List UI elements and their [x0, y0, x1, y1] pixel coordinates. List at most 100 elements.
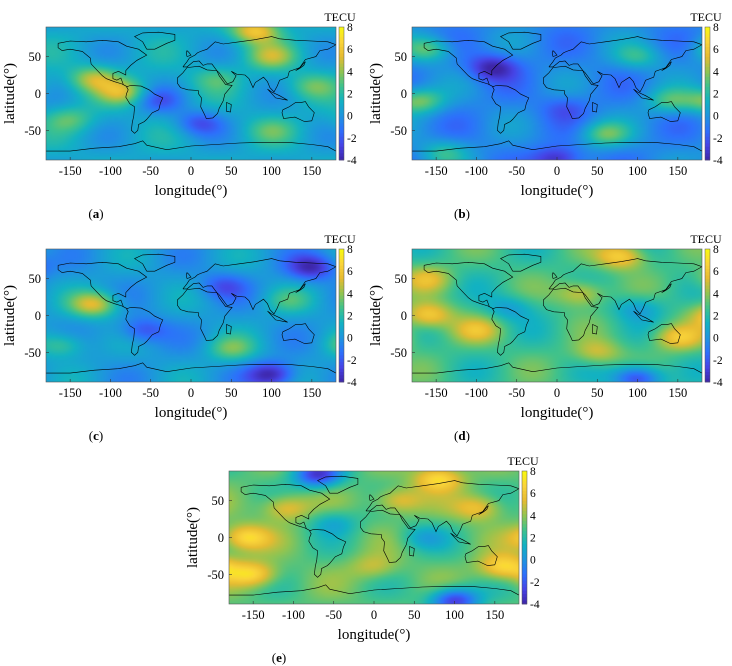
coastline: [295, 283, 306, 293]
y-axis-label: latitude(°): [185, 507, 201, 568]
x-axis-label: longitude(°): [521, 405, 594, 421]
x-axis-label: longitude(°): [155, 183, 228, 199]
tec-map-c: -150 -100 -50 0 50 100 150 50 0 -50 longitude(°) la…: [2, 232, 357, 443]
colorbar-tick-label: 2: [530, 533, 536, 545]
coastline: [46, 140, 336, 152]
coastline: [551, 272, 558, 279]
coastline: [57, 39, 148, 88]
coastline: [499, 253, 542, 272]
x-tick-label: -50: [142, 164, 159, 178]
coastline: [365, 480, 519, 537]
coastline: [464, 545, 498, 566]
colorbar-tick-label: 8: [347, 244, 353, 256]
coastline: [368, 494, 375, 501]
coastline: [543, 287, 599, 341]
coastline: [423, 39, 514, 88]
colorbar-tick-label: 2: [347, 311, 353, 323]
y-tick-label: 50: [395, 272, 408, 286]
y-tick-label: -50: [24, 124, 41, 138]
tec-map-e: -150 -100 -50 0 50 100 150 50 0 -50 longitude(°) la…: [185, 454, 540, 665]
x-tick-label: 0: [554, 386, 560, 400]
colorbar-tick-label: 6: [347, 44, 353, 56]
x-tick-label: 0: [554, 164, 560, 178]
heatmap-field: [46, 249, 336, 382]
y-axis-label: latitude(°): [2, 285, 18, 346]
panel-e: -150 -100 -50 0 50 100 150 50 0 -50 longitude(°) la…: [183, 444, 549, 666]
coastline: [661, 283, 672, 293]
x-tick-label: 50: [408, 608, 421, 622]
x-tick-label: -50: [142, 386, 159, 400]
colorbar-tick-label: 4: [530, 510, 536, 522]
x-tick-label: 50: [225, 164, 238, 178]
y-axis-label: latitude(°): [368, 63, 384, 124]
coastline: [177, 287, 233, 341]
colorbar-title: TECU: [324, 10, 356, 24]
colorbar-tick-label: -4: [347, 155, 357, 167]
heatmap-field: [229, 471, 519, 604]
coastline: [491, 85, 530, 134]
x-tick-label: 150: [668, 386, 687, 400]
colorbar: [338, 248, 345, 383]
x-axis-label: longitude(°): [521, 183, 594, 199]
colorbar: [704, 26, 711, 161]
coastline: [308, 529, 347, 578]
colorbar-tick-label: -2: [530, 577, 540, 589]
colorbar-tick-label: -4: [713, 155, 723, 167]
colorbar-tick-label: -4: [530, 599, 540, 611]
y-tick-label: 0: [401, 87, 407, 101]
coastline: [281, 101, 315, 122]
coastline: [661, 61, 672, 71]
colorbar-tick-label: 4: [713, 66, 719, 78]
coastline: [229, 584, 519, 596]
x-tick-label: -150: [242, 608, 265, 622]
colorbar-tick-label: 8: [713, 244, 719, 256]
colorbar-tick-label: 8: [713, 22, 719, 34]
coastline: [185, 272, 192, 279]
colorbar-tick-label: 0: [530, 555, 536, 567]
x-tick-label: -150: [425, 164, 448, 178]
colorbar: [704, 248, 711, 383]
coastline: [133, 253, 176, 272]
coastline: [316, 475, 359, 494]
x-tick-label: -100: [465, 386, 488, 400]
x-tick-label: -100: [465, 164, 488, 178]
y-tick-label: 50: [29, 272, 42, 286]
y-tick-label: 50: [395, 50, 408, 64]
coastline: [267, 88, 288, 101]
coastline: [499, 31, 542, 50]
x-tick-label: 50: [591, 164, 604, 178]
colorbar-title: TECU: [690, 10, 722, 24]
panel-caption: (e): [272, 650, 286, 665]
colorbar-tick-label: 0: [713, 111, 719, 123]
coastline: [226, 324, 232, 335]
coastline: [281, 323, 315, 344]
y-tick-label: -50: [390, 346, 407, 360]
tec-map-b: -150 -100 -50 0 50 100 150 50 0 -50 longitude(°) la…: [368, 10, 723, 221]
x-tick-label: -50: [508, 386, 525, 400]
coastlines: [412, 31, 702, 152]
coastline: [647, 323, 681, 344]
coastline: [185, 50, 192, 57]
tec-map-a: -150 -100 -50 0 50 100 150 50 0 -50 longitude(°) la…: [2, 10, 357, 221]
x-tick-label: 100: [628, 386, 647, 400]
x-tick-label: -100: [99, 164, 122, 178]
coastline: [360, 509, 416, 563]
y-tick-label: -50: [390, 124, 407, 138]
panel-c: -150 -100 -50 0 50 100 150 50 0 -50 longitude(°) la…: [0, 222, 366, 444]
coastline: [548, 36, 702, 93]
colorbar-tick-label: 2: [713, 311, 719, 323]
colorbar-tick-label: 4: [347, 288, 353, 300]
y-tick-label: 50: [212, 494, 225, 508]
x-tick-label: 50: [591, 386, 604, 400]
x-tick-label: 0: [371, 608, 377, 622]
x-tick-label: 150: [302, 386, 321, 400]
coastline: [450, 532, 471, 545]
colorbar-title: TECU: [690, 232, 722, 246]
colorbar-tick-label: 0: [347, 333, 353, 345]
x-tick-label: 150: [485, 608, 504, 622]
coastline: [412, 362, 702, 374]
colorbar-tick-label: 4: [347, 66, 353, 78]
colorbar-tick-label: 6: [713, 44, 719, 56]
colorbar-tick-label: 8: [347, 22, 353, 34]
y-tick-label: 0: [35, 87, 41, 101]
